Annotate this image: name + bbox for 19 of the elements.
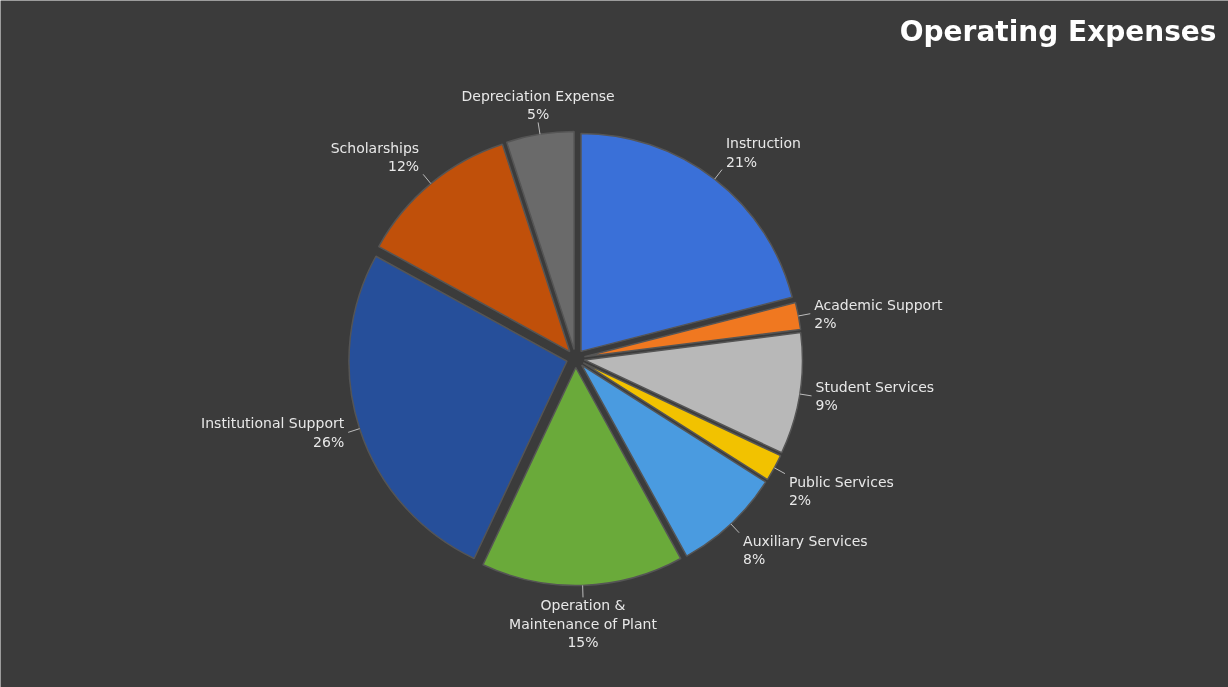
slice-label: Instruction (725, 135, 801, 152)
data-label: 5% (527, 106, 550, 123)
slice-label: Public Services (788, 473, 894, 490)
data-label: 21% (725, 153, 758, 170)
slice-label: Auxiliary Services (743, 532, 868, 549)
data-label: 2% (788, 492, 812, 509)
slice-label: Depreciation Expense (461, 88, 615, 105)
text: Operating Expenses (899, 14, 1217, 48)
slice-label: Operation & Maintenance of Plant (509, 597, 658, 632)
data-label: 26% (313, 433, 345, 450)
slice-label: Academic Support (814, 296, 943, 313)
slice-label: Scholarships (330, 139, 420, 156)
data-label: 2% (814, 314, 837, 331)
slice-label: Institutional Support (201, 415, 345, 432)
data-label: 15% (567, 634, 599, 651)
slice-label: Student Services (815, 378, 935, 395)
data-label: 9% (815, 397, 838, 414)
data-label: 12% (388, 158, 420, 175)
data-label: 8% (743, 551, 766, 568)
